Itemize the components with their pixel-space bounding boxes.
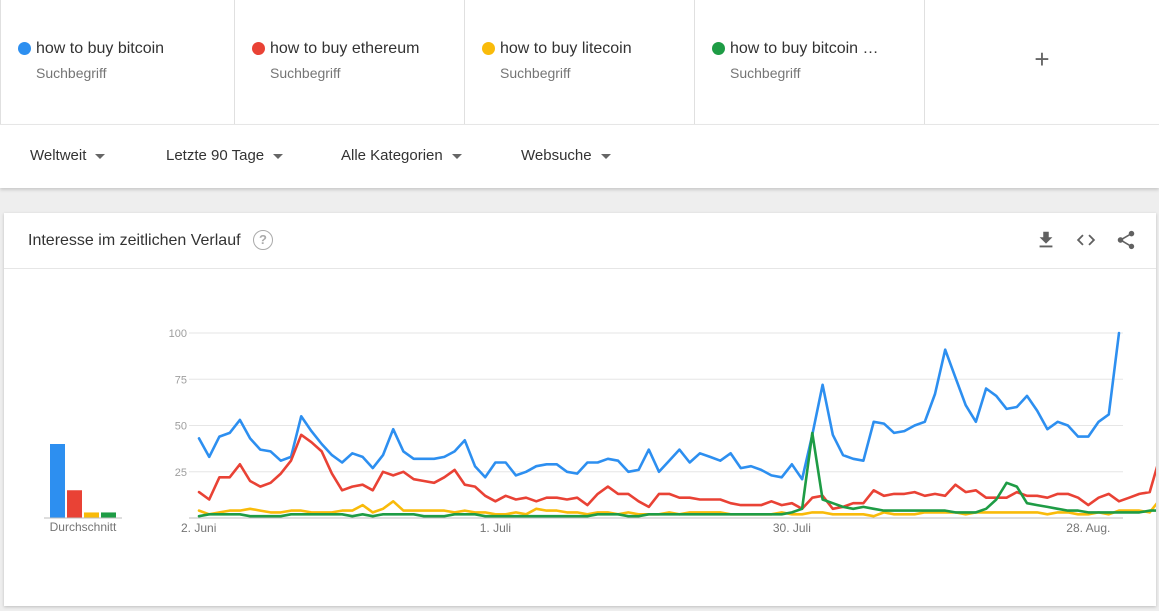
series-line bbox=[197, 433, 1156, 511]
interest-over-time-card: Interesse im zeitlichen Verlauf ? Durchs… bbox=[4, 213, 1156, 606]
caret-down-icon bbox=[451, 153, 462, 159]
y-tick-label: 25 bbox=[175, 467, 187, 479]
x-tick-label: 30. Juli bbox=[773, 521, 811, 535]
series-line bbox=[197, 431, 1156, 518]
add-term-button[interactable]: + bbox=[925, 0, 1159, 124]
download-icon[interactable] bbox=[1035, 229, 1057, 251]
x-tick-labels: 2. Juni 1. Juli 30. Juli 28. Aug. bbox=[181, 521, 1110, 535]
term-card-4[interactable]: how to buy bitcoin … Suchbegriff bbox=[695, 0, 925, 124]
term-label: how to buy ethereum bbox=[270, 40, 420, 57]
filter-bar: Weltweit Letzte 90 Tage Alle Kategorien … bbox=[0, 124, 1159, 188]
y-tick-labels: 100 75 50 25 bbox=[169, 328, 187, 479]
embed-icon[interactable] bbox=[1075, 229, 1097, 251]
term-color-dot bbox=[18, 42, 31, 55]
average-bar bbox=[84, 512, 99, 518]
term-label: how to buy bitcoin bbox=[36, 40, 165, 57]
category-dropdown[interactable]: Alle Kategorien bbox=[341, 147, 462, 164]
time-range-dropdown[interactable]: Letzte 90 Tage bbox=[166, 147, 284, 164]
term-color-dot bbox=[252, 42, 265, 55]
y-tick-label: 50 bbox=[175, 421, 187, 433]
average-bar bbox=[101, 512, 116, 518]
term-color-dot bbox=[482, 42, 495, 55]
card-title: Interesse im zeitlichen Verlauf bbox=[28, 232, 241, 249]
card-header: Interesse im zeitlichen Verlauf ? bbox=[4, 213, 1156, 269]
region-dropdown[interactable]: Weltweit bbox=[30, 147, 106, 164]
x-tick-label: 28. Aug. bbox=[1066, 521, 1110, 535]
search-type-dropdown[interactable]: Websuche bbox=[521, 147, 611, 164]
term-color-dot bbox=[712, 42, 725, 55]
term-type: Suchbegriff bbox=[270, 65, 341, 81]
y-tick-label: 100 bbox=[169, 328, 187, 340]
term-card-1[interactable]: how to buy bitcoin Suchbegriff bbox=[0, 0, 235, 124]
caret-down-icon bbox=[273, 153, 284, 159]
y-tick-label: 75 bbox=[175, 374, 187, 386]
term-label: how to buy litecoin bbox=[500, 40, 632, 57]
term-type: Suchbegriff bbox=[730, 65, 801, 81]
series-lines bbox=[197, 331, 1156, 518]
share-icon[interactable] bbox=[1115, 229, 1137, 251]
x-tick-label: 2. Juni bbox=[181, 521, 216, 535]
search-terms-bar: how to buy bitcoin Suchbegriff how to bu… bbox=[0, 0, 1159, 124]
term-label: how to buy bitcoin … bbox=[730, 40, 879, 57]
caret-down-icon bbox=[95, 153, 106, 159]
grid-lines bbox=[189, 332, 1123, 519]
average-bars bbox=[44, 444, 122, 519]
term-type: Suchbegriff bbox=[500, 65, 571, 81]
x-tick-label: 1. Juli bbox=[480, 521, 511, 535]
term-card-2[interactable]: how to buy ethereum Suchbegriff bbox=[235, 0, 465, 124]
series-line bbox=[197, 331, 1121, 481]
region-label: Weltweit bbox=[30, 147, 87, 164]
plus-icon: + bbox=[1034, 44, 1050, 74]
caret-down-icon bbox=[600, 153, 611, 159]
term-card-3[interactable]: how to buy litecoin Suchbegriff bbox=[465, 0, 695, 124]
average-bar bbox=[67, 490, 82, 518]
average-bar bbox=[50, 444, 65, 518]
interest-chart: Durchschnitt 100 75 50 25 2. Juni 1. Juli 30.… bbox=[44, 328, 1156, 535]
help-icon[interactable]: ? bbox=[253, 230, 273, 250]
search-type-label: Websuche bbox=[521, 147, 592, 164]
time-range-label: Letzte 90 Tage bbox=[166, 147, 265, 164]
average-label: Durchschnitt bbox=[50, 520, 117, 534]
category-label: Alle Kategorien bbox=[341, 147, 443, 164]
term-type: Suchbegriff bbox=[36, 65, 107, 81]
